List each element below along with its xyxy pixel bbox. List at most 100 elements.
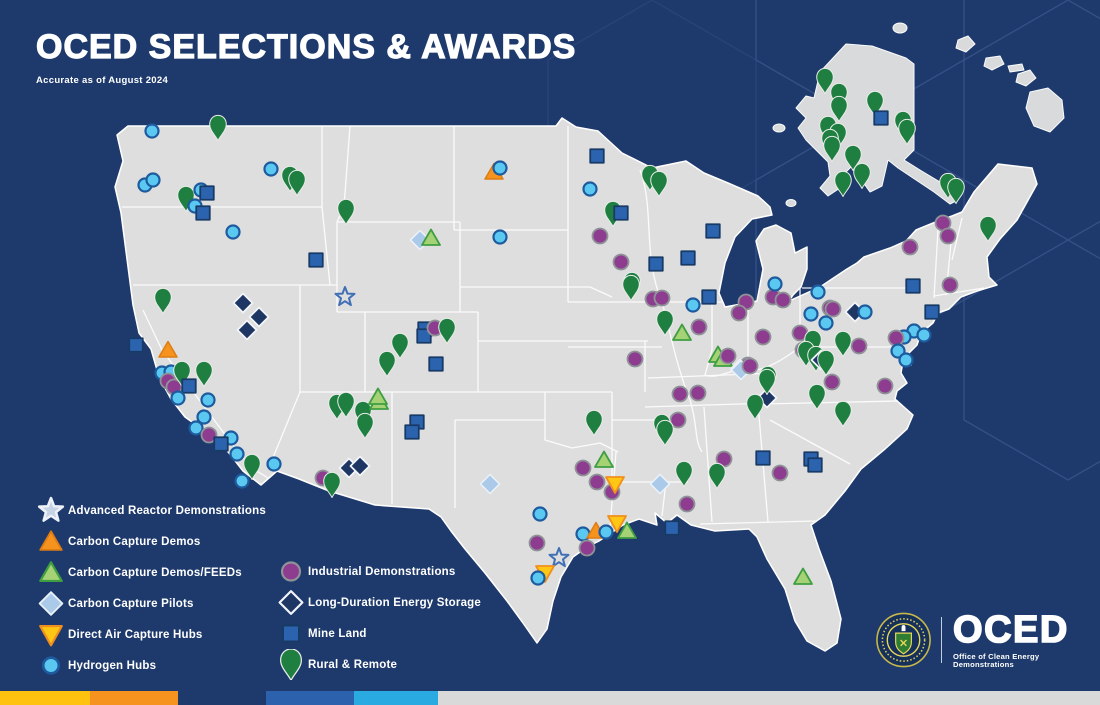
marker-hydrogen-hubs (857, 304, 873, 320)
marker-hydrogen-hubs (266, 456, 282, 472)
marker-rural-remote (391, 332, 409, 359)
marker-hydrogen-hubs (225, 224, 241, 240)
page-subtitle: Accurate as of August 2024 (36, 75, 169, 86)
marker-industrial-demonstrations (678, 495, 696, 513)
marker-industrial-demonstrations (823, 373, 841, 391)
marker-advanced-reactor (334, 286, 356, 307)
marker-industrial-demonstrations (574, 459, 592, 477)
marker-rural-remote (844, 144, 862, 171)
footer-bar-segment-3 (178, 691, 266, 705)
marker-rural-remote (830, 95, 848, 122)
marker-rural-remote (656, 309, 674, 336)
marker-hydrogen-hubs (263, 161, 279, 177)
marker-carbon-capture-demos-feeds (421, 228, 441, 246)
marker-rural-remote (438, 317, 456, 344)
marker-industrial-demonstrations (876, 377, 894, 395)
marker-hydrogen-hubs (582, 181, 598, 197)
marker-industrial-demonstrations (653, 289, 671, 307)
marker-mine-land (680, 250, 696, 266)
marker-rural-remote (323, 471, 341, 498)
marker-industrial-demonstrations (626, 350, 644, 368)
header: OCED SELECTIONS & AWARDS Accurate as of … (35, 27, 576, 86)
marker-mine-land (755, 450, 771, 466)
marker-rural-remote (853, 162, 871, 189)
marker-carbon-capture-demos-feeds (793, 567, 813, 585)
marker-rural-remote (622, 274, 640, 301)
legend-item-advanced-reactor: Advanced Reactor Demonstrations (34, 495, 266, 526)
mine-land-icon (274, 618, 308, 649)
marker-mine-land (416, 328, 432, 344)
oced-wordmark: OCED (952, 609, 1069, 652)
marker-mine-land (199, 185, 215, 201)
marker-industrial-demonstrations (939, 227, 957, 245)
marker-industrial-demonstrations (730, 304, 748, 322)
marker-long-duration-energy-storage (248, 306, 270, 328)
marker-rural-remote (656, 419, 674, 446)
marker-rural-remote (173, 360, 191, 387)
marker-rural-remote (337, 198, 355, 225)
marker-hydrogen-hubs (200, 392, 216, 408)
marker-rural-remote (746, 393, 764, 420)
marker-rural-remote (585, 409, 603, 436)
marker-carbon-capture-demos-feeds (617, 521, 637, 539)
marker-hydrogen-hubs (818, 315, 834, 331)
marker-hydrogen-hubs (234, 473, 250, 489)
marker-carbon-capture-demos-feeds (594, 450, 614, 468)
marker-industrial-demonstrations (671, 385, 689, 403)
marker-rural-remote (866, 90, 884, 117)
marker-rural-remote (243, 453, 261, 480)
marker-rural-remote (834, 170, 852, 197)
marker-rural-remote (947, 177, 965, 204)
marker-industrial-demonstrations (689, 384, 707, 402)
legend-item-carbon-capture-demos: Carbon Capture Demos (34, 526, 266, 557)
marker-hydrogen-hubs (170, 390, 186, 406)
marker-hydrogen-hubs (229, 446, 245, 462)
marker-rural-remote (817, 349, 835, 376)
marker-direct-air-capture-hubs (607, 515, 627, 533)
industrial-demonstrations-icon (274, 556, 308, 587)
marker-rural-remote (823, 135, 841, 162)
brand-divider (941, 617, 943, 663)
marker-mine-land (648, 256, 664, 272)
marker-mine-land (195, 205, 211, 221)
marker-rural-remote (650, 170, 668, 197)
marker-hydrogen-hubs (188, 420, 204, 436)
marker-mine-land (924, 304, 940, 320)
marker-mine-land (128, 337, 144, 353)
marker-mine-land (428, 356, 444, 372)
us-landmass (114, 117, 1038, 652)
legend-item-carbon-capture-demos-feeds: Carbon Capture Demos/FEEDs (34, 557, 266, 588)
legend-label: Advanced Reactor Demonstrations (68, 504, 266, 517)
legend-label: Hydrogen Hubs (68, 659, 157, 672)
marker-hydrogen-hubs (685, 297, 701, 313)
marker-mine-land (181, 378, 197, 394)
marker-advanced-reactor (548, 547, 570, 568)
marker-industrial-demonstrations (941, 276, 959, 294)
marker-hydrogen-hubs (898, 352, 914, 368)
marker-mine-land (807, 457, 823, 473)
marker-industrial-demonstrations (669, 411, 687, 429)
oced-tagline: Office of Clean Energy Demonstrations (953, 652, 1040, 669)
marker-carbon-capture-pilots (479, 473, 501, 495)
marker-mine-land (701, 289, 717, 305)
marker-rural-remote (758, 368, 776, 395)
marker-rural-remote (288, 169, 306, 196)
marker-mine-land (873, 110, 889, 126)
marker-industrial-demonstrations (591, 227, 609, 245)
marker-rural-remote (675, 460, 693, 487)
project-markers-layer (128, 67, 997, 586)
marker-hydrogen-hubs (598, 524, 614, 540)
marker-mine-land (705, 223, 721, 239)
marker-rural-remote (356, 412, 374, 439)
marker-rural-remote (979, 215, 997, 242)
rural-remote-icon (274, 649, 308, 680)
marker-mine-land (308, 252, 324, 268)
marker-industrial-demonstrations (824, 300, 842, 318)
marker-rural-remote (337, 391, 355, 418)
carbon-capture-demos-feeds-icon (34, 557, 68, 588)
marker-industrial-demonstrations (690, 318, 708, 336)
legend-item-mine-land: Mine Land (274, 618, 481, 649)
marker-mine-land (664, 520, 680, 536)
